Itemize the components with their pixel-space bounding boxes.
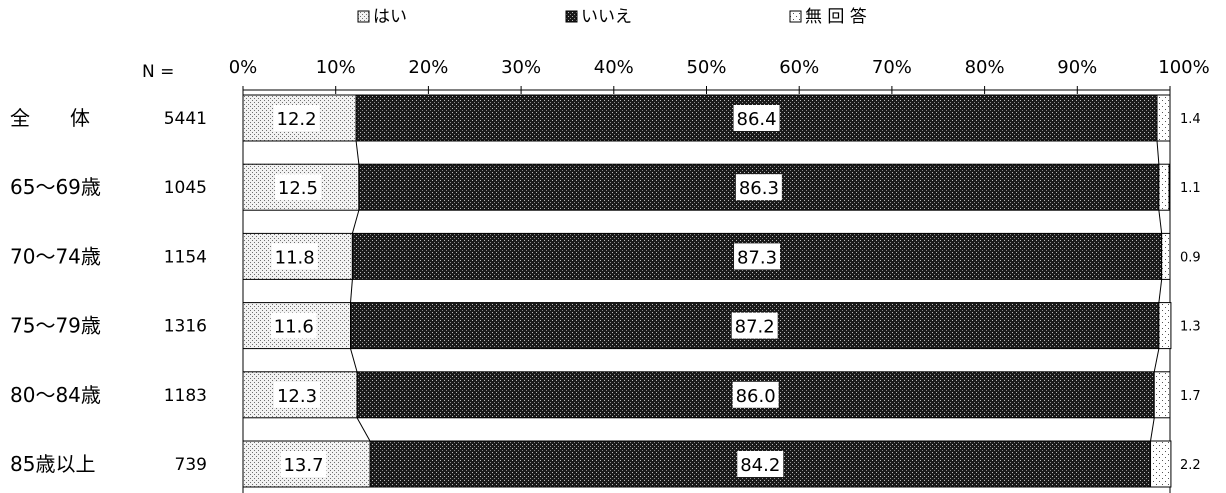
- data-label-no-response: 1.3: [1180, 320, 1201, 335]
- connector-line: [356, 417, 371, 442]
- legend-label-2: いいえ: [581, 7, 632, 27]
- connector-line: [350, 348, 358, 372]
- data-label-no-response: 1.7: [1180, 389, 1201, 404]
- data-label: 87.2: [735, 317, 775, 338]
- data-label-box: [274, 381, 321, 408]
- n-value: 1154: [164, 247, 207, 267]
- data-label-box: [274, 174, 321, 201]
- x-tick-label: 0%: [229, 57, 258, 78]
- legend-swatch-2: [565, 10, 578, 23]
- n-value: 1183: [164, 386, 207, 406]
- data-label-box: [731, 312, 778, 339]
- n-value: 5441: [164, 109, 207, 129]
- bar-segment-3: [1158, 302, 1172, 350]
- row-label: 85歳以上: [10, 452, 95, 476]
- data-label-box: [273, 105, 320, 131]
- data-label-box: [280, 451, 327, 477]
- row-label: 80～84歳: [10, 383, 101, 407]
- data-label: 84.2: [740, 455, 780, 476]
- n-value: 739: [175, 455, 207, 475]
- connector-line: [1158, 279, 1163, 303]
- data-label-box: [732, 381, 779, 408]
- bar-segment-2: [358, 163, 1160, 211]
- legend-swatch-3: [789, 10, 802, 23]
- legend: はい いいえ 無 回 答: [357, 7, 867, 27]
- bar-segment-3: [1153, 371, 1171, 419]
- data-label: 87.3: [737, 247, 777, 268]
- connector-line: [1158, 210, 1163, 234]
- n-header: N =: [142, 62, 174, 82]
- connector-lines: [350, 140, 1163, 442]
- x-tick-label: 20%: [408, 57, 448, 78]
- n-value: 1316: [164, 317, 207, 337]
- bars: 12.2 86.4 1.4 12.5 86.3 1.1 11.8 87.3 0.9 11.6 87.…: [242, 94, 1201, 488]
- connector-line: [1156, 140, 1160, 165]
- bar-segment-3: [1161, 232, 1171, 280]
- legend-swatch-1: [357, 10, 370, 23]
- data-label: 86.0: [736, 386, 776, 407]
- legend-label-3: 無 回 答: [805, 7, 867, 27]
- data-label-no-response: 0.9: [1180, 250, 1201, 265]
- x-tick-label: 100%: [1158, 57, 1209, 78]
- bar-segment-3: [1150, 440, 1172, 488]
- data-label-box: [735, 174, 782, 201]
- data-label: 86.3: [739, 178, 779, 199]
- row-labels: 全 体 5441 65～69歳 1045 70～74歳 1154 75～79歳 1316 80～…: [10, 106, 207, 476]
- data-label-box: [270, 312, 317, 339]
- x-tick-label: 70%: [872, 57, 912, 78]
- data-label-no-response: 2.2: [1180, 458, 1201, 473]
- data-label-box: [271, 243, 318, 270]
- x-axis: N = 0% 10% 20% 30% 40% 50% 60% 70% 80% 90% 100%: [142, 57, 1210, 493]
- row-label: 70～74歳: [10, 244, 101, 268]
- x-tick-label: 10%: [316, 57, 356, 78]
- data-label: 12.2: [277, 109, 317, 130]
- connector-line: [355, 140, 360, 165]
- x-tick-label: 90%: [1057, 57, 1097, 78]
- x-tick-label: 80%: [965, 57, 1005, 78]
- row-label: 75～79歳: [10, 314, 101, 338]
- data-label-no-response: 1.1: [1180, 181, 1201, 196]
- bar-segment-3: [1156, 94, 1171, 142]
- connector-line: [350, 279, 353, 303]
- data-label: 12.3: [277, 386, 317, 407]
- legend-label-1: はい: [373, 7, 407, 27]
- data-label: 12.5: [278, 178, 318, 199]
- data-label-no-response: 1.4: [1180, 112, 1201, 127]
- connector-line: [1150, 417, 1155, 442]
- data-label: 86.4: [737, 109, 777, 130]
- connector-line: [1153, 348, 1160, 372]
- x-tick-label: 40%: [594, 57, 634, 78]
- x-tick-label: 50%: [686, 57, 726, 78]
- data-label-box: [734, 243, 781, 270]
- x-tick-label: 30%: [501, 57, 541, 78]
- data-label: 11.8: [275, 247, 315, 268]
- x-tick-label: 60%: [779, 57, 819, 78]
- n-value: 1045: [164, 178, 207, 198]
- row-label: 65～69歳: [10, 175, 101, 199]
- bar-segment-3: [1158, 163, 1170, 211]
- data-label: 11.6: [274, 317, 314, 338]
- data-label-box: [737, 451, 784, 477]
- data-label-box: [733, 105, 780, 131]
- connector-line: [351, 210, 360, 234]
- data-label: 13.7: [283, 455, 323, 476]
- row-label: 全 体: [10, 106, 90, 130]
